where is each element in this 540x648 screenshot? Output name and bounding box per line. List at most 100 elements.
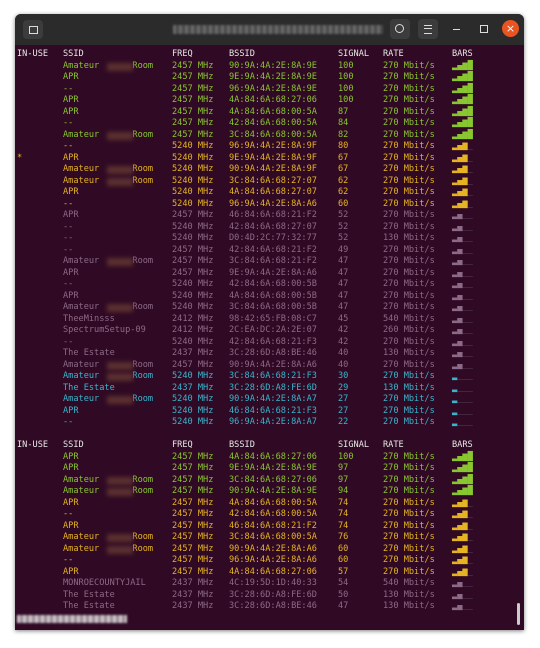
rate-cell: 270 Mbit/s [383, 394, 435, 404]
signal-cell: 76 [338, 532, 349, 542]
bars-cell: ▂▄__ [452, 578, 473, 588]
bars-cell: ▂___ [452, 405, 473, 416]
ssid-cell: -- [63, 244, 74, 255]
ssid-cell: APR [63, 497, 79, 508]
ssid-cell: The Estate [63, 589, 115, 600]
rate-cell: 130 Mbit/s [383, 601, 435, 611]
network-row: -- 5240 MHz 96:9A:4A:2E:8A:A7 22 270 Mbit/s ▂… [15, 417, 524, 429]
bars-cell: ▂▄▆█ [452, 72, 473, 82]
signal-cell: 67 [338, 152, 349, 163]
bssid-cell: 42:84:6A:68:21:F2 [229, 244, 317, 255]
bssid-cell: 3C:84:6A:68:27:07 [229, 175, 317, 186]
rate-cell: 260 Mbit/s [383, 325, 435, 335]
network-row: APR 2457 MHz 9E:9A:4A:2E:8A:9E 100 270 Mbit/… [15, 72, 524, 84]
ssid-cell: Amateur Room [63, 164, 154, 174]
ssid-cell: The Estate [63, 348, 115, 358]
bssid-cell: 96:9A:4A:2E:8A:A6 [229, 198, 317, 209]
column-header: BSSID [229, 49, 255, 59]
freq-cell: 5240 MHz [172, 164, 214, 174]
minimize-button[interactable] [453, 29, 460, 30]
bars-cell: ▂▄__ [452, 233, 473, 243]
search-button[interactable] [390, 19, 410, 39]
network-row: APR 5240 MHz 46:84:6A:68:21:F3 27 270 Mbit/s… [15, 406, 524, 418]
ssid-cell: -- [63, 509, 74, 519]
bssid-cell: 42:84:6A:68:21:F3 [229, 336, 317, 347]
bssid-cell: 90:9A:4A:2E:8A:A6 [229, 543, 317, 554]
rate-cell: 270 Mbit/s [383, 302, 435, 312]
bssid-cell: 90:9A:4A:2E:8A:9E [229, 486, 317, 496]
freq-cell: 5240 MHz [172, 175, 214, 186]
bars-cell: ▂▄__ [452, 290, 473, 301]
rate-cell: 270 Mbit/s [383, 244, 435, 255]
bars-cell: ▂▄▆_ [452, 520, 473, 531]
column-header: BSSID [229, 440, 255, 450]
ssid-cell: APR [63, 210, 79, 220]
freq-cell: 2457 MHz [172, 509, 214, 519]
title-bar: × [15, 14, 524, 45]
signal-cell: 54 [338, 578, 349, 588]
signal-cell: 22 [338, 417, 349, 427]
freq-cell: 5240 MHz [172, 187, 214, 197]
bars-cell: ▂▄▆█ [452, 95, 473, 105]
maximize-button[interactable] [480, 25, 488, 33]
network-row: Amateur Room 2457 MHz 3C:84:6A:68:27:06 97 2… [15, 475, 524, 487]
network-row: APR 5240 MHz 4A:84:6A:68:00:5B 47 270 Mbit/s… [15, 291, 524, 303]
bars-cell: ▂▄__ [452, 348, 473, 358]
new-tab-button[interactable] [23, 20, 43, 39]
rate-cell: 270 Mbit/s [383, 210, 435, 220]
network-row: Amateur Room 2457 MHz 90:9A:4A:2E:8A:9E 94 2… [15, 486, 524, 498]
freq-cell: 2457 MHz [172, 463, 214, 473]
close-button[interactable]: × [502, 20, 519, 37]
bars-cell: ▂▄__ [452, 601, 473, 611]
redaction [107, 476, 133, 485]
signal-cell: 100 [338, 83, 354, 94]
signal-cell: 49 [338, 244, 349, 255]
rate-cell: 270 Mbit/s [383, 474, 435, 485]
bars-cell: ▂▄▆_ [452, 497, 473, 508]
signal-cell: 74 [338, 509, 349, 519]
rate-cell: 270 Mbit/s [383, 267, 435, 278]
redaction [107, 166, 133, 174]
rate-cell: 270 Mbit/s [383, 152, 435, 163]
bssid-cell: 4A:84:6A:68:00:5A [229, 497, 317, 508]
rate-cell: 270 Mbit/s [383, 118, 435, 128]
ssid-cell: Amateur Room [63, 256, 154, 266]
freq-cell: 2457 MHz [172, 60, 214, 71]
rate-cell: 270 Mbit/s [383, 164, 435, 174]
signal-cell: 60 [338, 555, 349, 565]
bars-cell: ▂▄__ [452, 244, 473, 255]
signal-cell: 100 [338, 95, 354, 105]
bssid-cell: 4A:84:6A:68:27:06 [229, 95, 317, 105]
bssid-cell: 96:9A:4A:2E:8A:9F [229, 141, 317, 151]
bars-cell: ▂___ [452, 371, 473, 381]
ssid-cell: APR [63, 405, 79, 416]
ssid-cell: APR [63, 152, 79, 163]
menu-button[interactable] [418, 19, 438, 39]
network-row: -- 5240 MHz 42:84:6A:68:27:07 52 270 Mbit/s ▂… [15, 222, 524, 234]
rate-cell: 270 Mbit/s [383, 106, 435, 117]
freq-cell: 5240 MHz [172, 198, 214, 209]
rate-cell: 270 Mbit/s [383, 451, 435, 462]
scrollbar[interactable] [517, 603, 520, 625]
signal-cell: 97 [338, 474, 349, 485]
signal-cell: 27 [338, 405, 349, 416]
network-row: Amateur Room 2457 MHz 3C:84:6A:68:21:F2 47 2… [15, 256, 524, 268]
network-row: -- 5240 MHz 96:9A:4A:2E:8A:9F 80 270 Mbit/s ▂… [15, 141, 524, 153]
freq-cell: 5240 MHz [172, 336, 214, 347]
rate-cell: 270 Mbit/s [383, 290, 435, 301]
column-header: RATE [383, 49, 404, 59]
signal-cell: 74 [338, 497, 349, 508]
rate-cell: 270 Mbit/s [383, 486, 435, 496]
rate-cell: 270 Mbit/s [383, 520, 435, 531]
network-row: -- 5240 MHz 42:84:6A:68:21:F3 42 270 Mbit/s ▂… [15, 337, 524, 349]
bars-cell: ▂▄▆_ [452, 566, 473, 577]
bssid-cell: 3C:84:6A:68:21:F3 [229, 371, 317, 381]
network-row: MONROECOUNTYJAIL 2437 MHz 4C:19:5D:1D:40:3… [15, 578, 524, 590]
freq-cell: 2437 MHz [172, 578, 214, 588]
signal-cell: 82 [338, 129, 349, 140]
network-row: -- 2457 MHz 42:84:6A:68:00:5A 74 270 Mbit/s ▂… [15, 509, 524, 521]
bssid-cell: 3C:84:6A:68:00:5A [229, 532, 317, 542]
freq-cell: 2457 MHz [172, 566, 214, 577]
ssid-cell: -- [63, 233, 74, 243]
network-row: APR 2457 MHz 4A:84:6A:68:27:06 100 270 Mbit/… [15, 452, 524, 464]
